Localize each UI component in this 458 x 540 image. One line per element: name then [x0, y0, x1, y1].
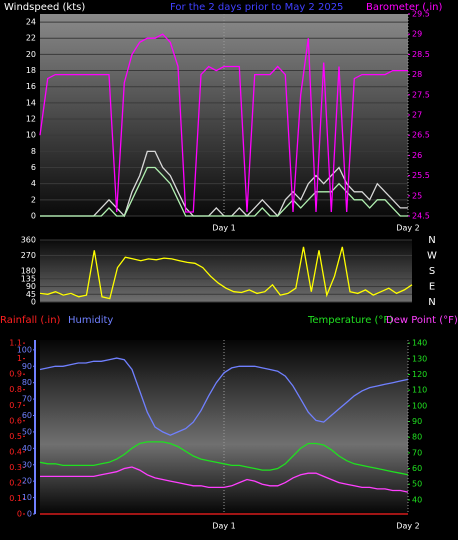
tick-label: 90: [26, 282, 36, 291]
legend-label: Rainfall (.in): [0, 315, 61, 326]
tick-label: 24: [26, 18, 36, 27]
tick-label: 60: [22, 411, 32, 420]
y-axis-label: Windspeed (kts): [4, 2, 85, 13]
tick-label: 0.3: [9, 463, 22, 472]
tick-label: 6: [31, 163, 36, 172]
tick-label: 70: [22, 395, 32, 404]
tick-label: 27: [412, 111, 422, 120]
tick-label: 120: [412, 370, 427, 379]
tick-label: 29.5: [412, 10, 430, 19]
tick-label: 90: [412, 417, 422, 426]
tick-label: 0.8: [9, 385, 22, 394]
series-line: [40, 166, 408, 217]
tick-label: 24.5: [412, 212, 430, 221]
tick-label: 16: [26, 82, 36, 91]
tick-label: 100: [17, 345, 32, 354]
tick-label: 40: [22, 444, 32, 453]
compass-label: N: [428, 235, 435, 246]
x-tick-label: Day 2: [396, 522, 419, 531]
tick-label: 20: [22, 477, 32, 486]
series-line: [39, 33, 408, 213]
tick-label: 18: [26, 66, 36, 75]
tick-label: 80: [412, 433, 422, 442]
compass-label: N: [428, 297, 435, 308]
tick-label: 0.5: [9, 432, 22, 441]
tick-label: 4: [31, 179, 36, 188]
tick-label: 270: [21, 251, 36, 260]
tick-label: 100: [412, 401, 427, 410]
tick-label: 180: [21, 267, 36, 276]
tick-label: 80: [22, 378, 32, 387]
series-line: [39, 441, 409, 476]
tick-label: 0.6: [9, 416, 22, 425]
tick-label: 110: [412, 386, 427, 395]
tick-label: 25.5: [412, 171, 430, 180]
tick-label: 29: [412, 30, 422, 39]
legend-label: Humidity: [68, 315, 113, 326]
tick-label: 22: [26, 34, 36, 43]
x-tick-label: Day 2: [396, 224, 419, 233]
compass-label: S: [429, 266, 435, 277]
tick-label: 140: [412, 339, 427, 348]
tick-label: 25: [412, 191, 422, 200]
series-line: [40, 466, 409, 493]
tick-label: 0.2: [9, 478, 22, 487]
tick-label: 90: [22, 362, 32, 371]
tick-label: 26: [412, 151, 422, 160]
tick-label: 26.5: [412, 131, 430, 140]
tick-label: 12: [26, 115, 36, 124]
tick-label: 2: [31, 195, 36, 204]
tick-label: 1.1: [9, 339, 22, 348]
legend-label: Dew Point (°F): [386, 315, 458, 326]
tick-label: 28: [412, 70, 422, 79]
y2-axis-label: Barometer (.in): [366, 2, 442, 13]
tick-label: 10: [26, 131, 36, 140]
tick-label: 0: [31, 298, 36, 307]
tick-label: 0: [17, 510, 22, 519]
tick-label: 8: [31, 147, 36, 156]
tick-label: 30: [22, 460, 32, 469]
series-line: [39, 357, 409, 436]
tick-label: 130: [412, 354, 427, 363]
tick-label: 50: [412, 480, 422, 489]
tick-label: 20: [26, 50, 36, 59]
series-line: [39, 246, 413, 300]
tick-label: 0.9: [9, 370, 22, 379]
tick-label: 50: [22, 427, 32, 436]
tick-label: 70: [412, 448, 422, 457]
x-tick-label: Day 1: [212, 522, 235, 531]
chart-title: For the 2 days prior to May 2 2025: [170, 2, 343, 13]
compass-label: E: [429, 282, 435, 293]
tick-label: 27.5: [412, 90, 430, 99]
x-tick-label: Day 1: [212, 224, 235, 233]
tick-label: 0: [27, 510, 32, 519]
tick-label: 14: [26, 98, 36, 107]
tick-label: 28.5: [412, 50, 430, 59]
tick-label: 1: [17, 354, 22, 363]
tick-label: 0.7: [9, 401, 22, 410]
tick-label: 0.1: [9, 494, 22, 503]
tick-label: 40: [412, 495, 422, 504]
tick-label: 0.4: [9, 447, 22, 456]
tick-label: 10: [22, 493, 32, 502]
tick-label: 135: [21, 274, 36, 283]
tick-label: 45: [26, 290, 36, 299]
legend-label: Temperature (°F): [307, 315, 393, 326]
compass-label: W: [427, 251, 437, 262]
tick-label: 0: [31, 212, 36, 221]
tick-label: 60: [412, 464, 422, 473]
tick-label: 360: [21, 236, 36, 245]
